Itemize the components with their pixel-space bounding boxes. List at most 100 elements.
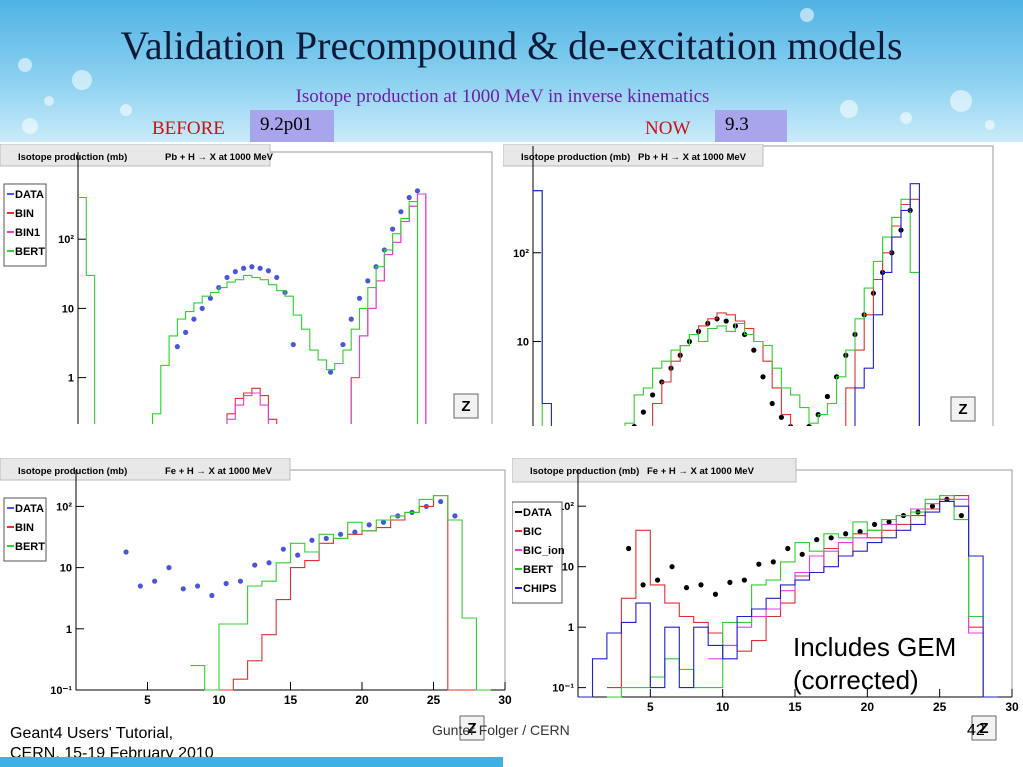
- legend-label: DATA: [15, 503, 44, 515]
- title-bar: [503, 144, 764, 167]
- plot-frame: [77, 151, 493, 424]
- data-point-data: [352, 529, 358, 535]
- data-point-data: [626, 545, 632, 552]
- data-point-data: [843, 531, 849, 537]
- bubble-decoration: [985, 120, 995, 130]
- chart-title: Isotope production (mb): [18, 152, 127, 163]
- data-point-data: [390, 226, 396, 232]
- data-point-data: [760, 374, 766, 380]
- x-tick-label: 5: [647, 700, 654, 714]
- data-point-data: [209, 592, 215, 599]
- data-point-data: [237, 578, 244, 584]
- chart-fe-before: Isotope production (mb) Fe + H → X at 100…: [0, 458, 512, 741]
- title-banner: [0, 0, 1023, 142]
- data-point-data: [274, 274, 280, 281]
- chart-title: Isotope production (mb): [18, 466, 127, 477]
- legend-label: DATA: [523, 507, 552, 519]
- x-tick-label: 30: [1005, 700, 1019, 714]
- data-point-data: [340, 341, 346, 348]
- data-point-data: [252, 562, 258, 568]
- data-point-data: [232, 269, 238, 275]
- x-tick-label: 5: [144, 693, 151, 707]
- x-tick-label: 20: [355, 693, 369, 707]
- chart-fe-now: Isotope production (mb) Fe + H → X at 100…: [512, 458, 1019, 741]
- footer-author: Gunter Folger / CERN: [432, 722, 570, 738]
- legend-label: BERT: [523, 564, 553, 576]
- data-point-data: [224, 274, 230, 281]
- page-number: 42: [967, 722, 985, 739]
- data-point-data: [295, 552, 301, 558]
- data-point-data: [929, 503, 936, 509]
- data-point-data: [309, 537, 315, 543]
- legend-box: [3, 183, 47, 267]
- data-point-data: [194, 583, 201, 589]
- x-tick-label: 10: [716, 700, 730, 714]
- data-point-data: [174, 344, 180, 350]
- data-point-data: [778, 414, 784, 420]
- y-tick-label: 10: [562, 562, 574, 574]
- x-tick-label: 20: [861, 700, 875, 714]
- data-point-data: [323, 535, 329, 542]
- y-tick-label: 10²: [58, 234, 74, 246]
- data-point-data: [769, 400, 775, 407]
- bubble-decoration: [800, 8, 814, 22]
- data-point-data: [727, 579, 733, 585]
- data-point-data: [650, 392, 656, 398]
- data-point-data: [669, 564, 675, 570]
- data-point-data: [799, 551, 805, 557]
- data-point-data: [257, 265, 263, 271]
- data-point-data: [871, 521, 878, 528]
- slide-title: Validation Precompound & de-excitation m…: [120, 23, 903, 68]
- chart-title: Isotope production (mb): [530, 466, 639, 477]
- gem-note: Includes GEM (corrected): [793, 631, 956, 697]
- data-point-data: [654, 577, 661, 583]
- y-tick-label: 1: [568, 622, 574, 634]
- data-point-data: [380, 519, 387, 525]
- data-point-data: [166, 565, 172, 571]
- title-bar: [512, 458, 797, 483]
- x-tick-label: 25: [933, 700, 947, 714]
- y-tick-label: 10²: [56, 501, 72, 513]
- series-line-bic: [606, 495, 998, 698]
- note-line-1: Includes GEM: [793, 632, 957, 662]
- data-point-data: [712, 591, 719, 597]
- series-line-bert: [78, 196, 419, 424]
- data-point-data: [741, 577, 747, 583]
- bubble-decoration: [72, 70, 92, 90]
- legend-label: BIC: [523, 526, 542, 538]
- data-point-data: [356, 295, 363, 301]
- y-tick-label: 1: [68, 373, 74, 385]
- legend-label: DATA: [15, 189, 44, 201]
- data-point-data: [723, 318, 729, 324]
- note-line-2: (corrected): [793, 665, 919, 695]
- data-point-data: [751, 347, 757, 353]
- series-line-bert: [190, 495, 491, 691]
- legend-label: BIN1: [15, 227, 40, 239]
- data-point-data: [414, 188, 421, 194]
- series-line-bic: [652, 198, 920, 426]
- chart-pb-before: Isotope production (mb) Pb + H → X at 100…: [0, 144, 493, 424]
- z-axis-box: [950, 396, 976, 422]
- data-point-data: [180, 586, 186, 592]
- x-axis-label: Z: [467, 720, 476, 737]
- data-point-data: [452, 513, 458, 519]
- y-tick-label: 1: [66, 624, 72, 636]
- data-point-data: [191, 316, 197, 322]
- reaction-label: Pb + H → X at 1000 MeV: [165, 152, 274, 163]
- data-point-data: [266, 560, 272, 566]
- data-point-data: [280, 546, 286, 552]
- y-tick-label: 1: [523, 425, 529, 426]
- legend-label: BIC_ion: [523, 545, 565, 557]
- data-point-data: [152, 578, 158, 584]
- bubble-decoration: [18, 58, 32, 72]
- data-point-data: [640, 409, 646, 415]
- data-point-data: [137, 583, 143, 589]
- data-point-data: [290, 341, 296, 348]
- legend-box: [512, 501, 563, 604]
- x-axis-label: Z: [958, 401, 967, 418]
- data-point-data: [814, 537, 820, 543]
- data-point-data: [199, 305, 205, 311]
- before-label: BEFORE: [152, 118, 225, 139]
- x-axis-label: Z: [979, 720, 988, 737]
- z-axis-box: [971, 715, 997, 741]
